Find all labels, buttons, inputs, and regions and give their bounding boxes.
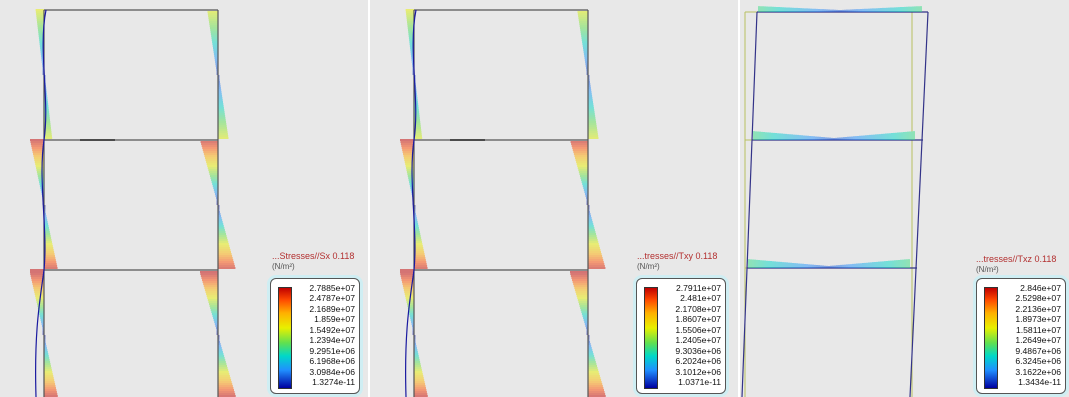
legend-title-sx: ...Stresses//Sx 0.118 [272, 251, 355, 261]
frame-diagram-sx [30, 9, 236, 397]
scale-value: 6.2024e+06 [675, 356, 721, 367]
scale-value: 1.3434e-11 [1018, 377, 1061, 388]
viewport-sx[interactable]: ...Stresses//Sx 0.118 (N/m²) 2.7885e+07 … [0, 0, 368, 397]
scale-value: 2.1708e+07 [675, 303, 721, 314]
scale-value: 2.7885e+07 [309, 283, 355, 293]
legend-title-txy: ...tresses//Txy 0.118 [637, 251, 718, 261]
scale-value: 1.0371e-11 [678, 377, 721, 388]
scale-value: 2.2136e+07 [1015, 303, 1061, 314]
scale-value: 1.2394e+07 [309, 335, 355, 346]
color-scale-legend-txy[interactable]: 2.7911e+07 2.481e+07 2.1708e+07 1.8607e+… [636, 278, 726, 394]
color-scale-bar [984, 287, 998, 389]
scale-value: 1.8607e+07 [675, 314, 721, 325]
scale-value: 1.2405e+07 [675, 335, 721, 346]
scale-value: 3.1012e+06 [675, 366, 721, 377]
scale-value: 1.8973e+07 [1015, 314, 1061, 325]
scale-value: 2.481e+07 [680, 293, 721, 304]
column-left [741, 11, 758, 397]
scale-value: 2.7911e+07 [675, 283, 721, 293]
scale-value: 2.4787e+07 [309, 293, 355, 304]
legend-title-txz: ...tresses//Txz 0.118 [976, 254, 1057, 264]
scale-value: 1.5506e+07 [675, 324, 721, 335]
scale-value: 9.3036e+06 [675, 345, 721, 356]
scale-value: 1.2649e+07 [1015, 335, 1061, 346]
column-right [909, 11, 929, 397]
legend-unit-sx: (N/m²) [272, 262, 295, 271]
scale-value: 6.1968e+06 [309, 356, 355, 367]
color-scale-labels: 2.7885e+07 2.4787e+07 2.1689e+07 1.859e+… [295, 283, 355, 388]
scale-value: 1.859e+07 [314, 314, 355, 325]
scale-value: 2.5298e+07 [1015, 293, 1061, 304]
scale-value: 6.3245e+06 [1015, 356, 1061, 367]
scale-value: 2.846e+07 [1020, 283, 1061, 293]
scale-value: 3.0984e+06 [309, 366, 355, 377]
color-scale-legend-txz[interactable]: 2.846e+07 2.5298e+07 2.2136e+07 1.8973e+… [976, 278, 1066, 394]
scale-value: 1.5492e+07 [309, 324, 355, 335]
legend-unit-txz: (N/m²) [976, 265, 999, 274]
color-scale-bar [644, 287, 658, 389]
scale-value: 3.1622e+06 [1015, 366, 1061, 377]
viewport-txz[interactable]: ...tresses//Txz 0.118 (N/m²) 2.846e+07 2… [740, 0, 1069, 397]
deformed-shape [405, 9, 417, 397]
scale-value: 1.5811e+07 [1015, 324, 1061, 335]
viewport-txy[interactable]: ...tresses//Txy 0.118 (N/m²) 2.7911e+07 … [370, 0, 738, 397]
scale-value: 9.2951e+06 [309, 345, 355, 356]
frame-diagram-txz [741, 6, 929, 397]
color-scale-bar [278, 287, 292, 389]
deformed-shape [35, 9, 47, 397]
color-scale-labels: 2.846e+07 2.5298e+07 2.2136e+07 1.8973e+… [1001, 283, 1061, 388]
color-scale-labels: 2.7911e+07 2.481e+07 2.1708e+07 1.8607e+… [661, 283, 721, 388]
scale-value: 2.1689e+07 [309, 303, 355, 314]
color-scale-legend-sx[interactable]: 2.7885e+07 2.4787e+07 2.1689e+07 1.859e+… [270, 278, 360, 394]
scale-value: 1.3274e-11 [312, 377, 355, 388]
frame-diagram-txy [400, 9, 606, 397]
legend-unit-txy: (N/m²) [637, 262, 660, 271]
scale-value: 9.4867e+06 [1015, 345, 1061, 356]
